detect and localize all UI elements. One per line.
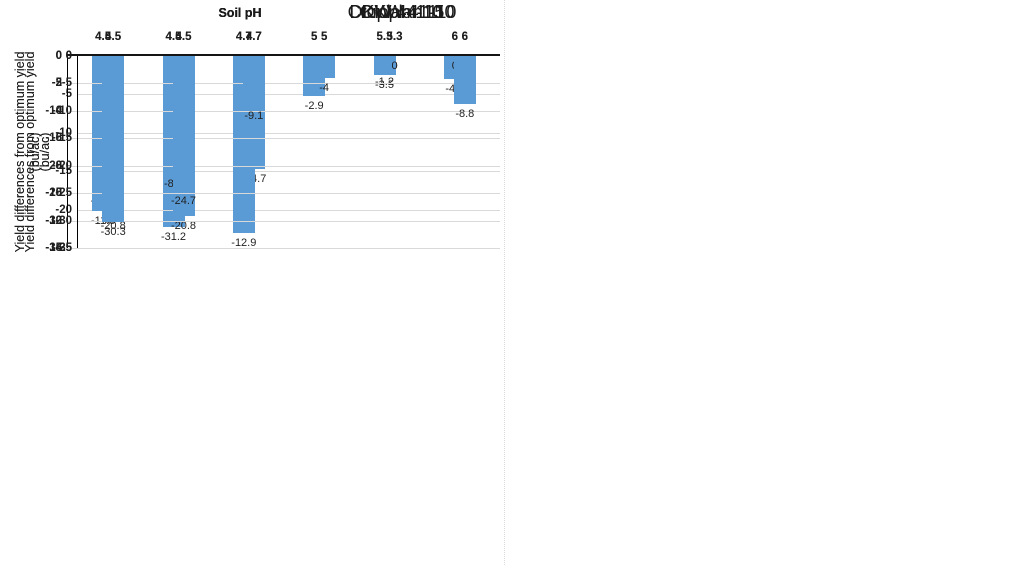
category-label: 4.5 — [165, 31, 182, 43]
data-label: -4 — [319, 82, 330, 94]
gridline — [78, 110, 500, 112]
category-label: 4.7 — [235, 31, 252, 43]
y-tick-label: -10 — [45, 104, 62, 117]
category-label: 4.5 — [165, 31, 182, 43]
gridline — [78, 193, 500, 195]
y-tick-label: -8 — [51, 159, 62, 172]
data-label: -12.9 — [231, 237, 257, 249]
category-label: 5.3 — [376, 31, 393, 43]
category-label: 4.5 — [105, 31, 122, 43]
category-label: 6 — [451, 31, 459, 43]
y-tick-label: -12 — [45, 214, 62, 227]
data-label: -30.3 — [100, 226, 126, 238]
y-tick-label: -35 — [55, 242, 72, 254]
category-label: 5.3 — [376, 31, 393, 43]
y-tick-label: -5 — [51, 77, 62, 90]
data-label: -9.1 — [244, 110, 264, 122]
category-label: 6 — [451, 31, 459, 43]
y-tick-label: -20 — [45, 159, 62, 172]
data-label: -3.5 — [375, 79, 394, 91]
data-label: -1.2 — [375, 76, 394, 88]
x-axis-zero-line — [77, 54, 500, 56]
bar-ph-4.5 — [172, 56, 195, 191]
y-tick-label: -4 — [51, 104, 62, 117]
category-label: 4.5 — [105, 31, 122, 43]
chart-title: DKW 41-10 — [361, 2, 455, 22]
y-axis-line — [77, 56, 78, 248]
column-divider — [504, 0, 505, 565]
gridline — [78, 248, 500, 249]
category-label: 4.7 — [245, 31, 262, 43]
category-label: 5.3 — [386, 31, 403, 43]
y-tick-label: -15 — [45, 132, 62, 145]
y-axis-line — [67, 56, 68, 248]
category-label: 4.7 — [235, 31, 252, 43]
data-label: -8.8 — [455, 108, 475, 120]
chart-title: DKW 44-10 — [349, 2, 443, 22]
gridline — [78, 220, 500, 222]
x-axis-title: Soil pH — [218, 6, 262, 20]
data-label: -31.2 — [160, 231, 187, 243]
data-label: -20.8 — [100, 220, 126, 232]
gridline — [78, 132, 500, 134]
gridline — [78, 138, 500, 140]
bar-ph-5 — [313, 56, 336, 78]
y-tick-label: -10 — [55, 104, 72, 117]
category-label: 5 — [310, 31, 318, 43]
y-tick-label: 0 — [55, 50, 62, 62]
y-tick-label: -35 — [45, 242, 62, 254]
y-tick-label: -10 — [45, 187, 62, 200]
y-tick-label: -20 — [55, 159, 72, 172]
category-label: 4.5 — [175, 31, 192, 43]
x-axis-title: Soil pH — [218, 6, 262, 20]
data-label: -24.7 — [170, 195, 197, 207]
bar-ph-4.7 — [242, 56, 265, 106]
category-label: 4.7 — [245, 31, 262, 43]
y-tick-label: 0 — [55, 50, 62, 62]
data-label: -20.8 — [170, 220, 197, 232]
category-label: 4.5 — [175, 31, 192, 43]
y-tick-label: -30 — [45, 214, 62, 227]
category-label: 4.5 — [95, 31, 112, 43]
y-tick-label: -25 — [55, 187, 72, 200]
y-tick-label: -14 — [45, 242, 62, 254]
y-tick-label: -5 — [30, 87, 72, 101]
data-label: 0 — [391, 60, 398, 72]
x-axis-title: Soil pH — [218, 6, 262, 20]
x-axis-title: Soil pH — [218, 6, 262, 20]
gridline — [78, 94, 500, 96]
category-label: 6 — [461, 31, 469, 43]
bar-ph-5.3 — [373, 56, 396, 72]
gridline — [78, 165, 500, 167]
y-tick-label: -5 — [61, 77, 72, 90]
gridline — [78, 83, 500, 85]
bar-ph-6 — [453, 56, 476, 104]
category-label: 6 — [461, 31, 469, 43]
data-label: -2.9 — [304, 100, 324, 112]
category-label: 5.3 — [386, 31, 403, 43]
category-label: 5 — [320, 31, 328, 43]
y-tick-label: -30 — [55, 214, 72, 227]
chart-title: Croplan 110 — [359, 2, 457, 22]
chart-croplan-110: Soil pH Croplan 110 Yield differences fr… — [0, 0, 512, 283]
category-label: 5 — [320, 31, 328, 43]
bar-ph-4.5 — [102, 56, 125, 222]
y-tick-label: -25 — [45, 187, 62, 200]
y-tick-label: 0 — [65, 50, 72, 62]
gridline — [78, 171, 500, 173]
gridline — [78, 209, 500, 211]
chart-title: Croplan 115 — [347, 2, 445, 22]
category-label: 4.5 — [95, 31, 112, 43]
y-tick-label: -15 — [55, 132, 72, 145]
y-tick-label: 0 — [65, 50, 72, 62]
y-tick-label: -2 — [51, 77, 62, 90]
y-tick-label: -6 — [51, 132, 62, 145]
category-label: 5 — [310, 31, 318, 43]
